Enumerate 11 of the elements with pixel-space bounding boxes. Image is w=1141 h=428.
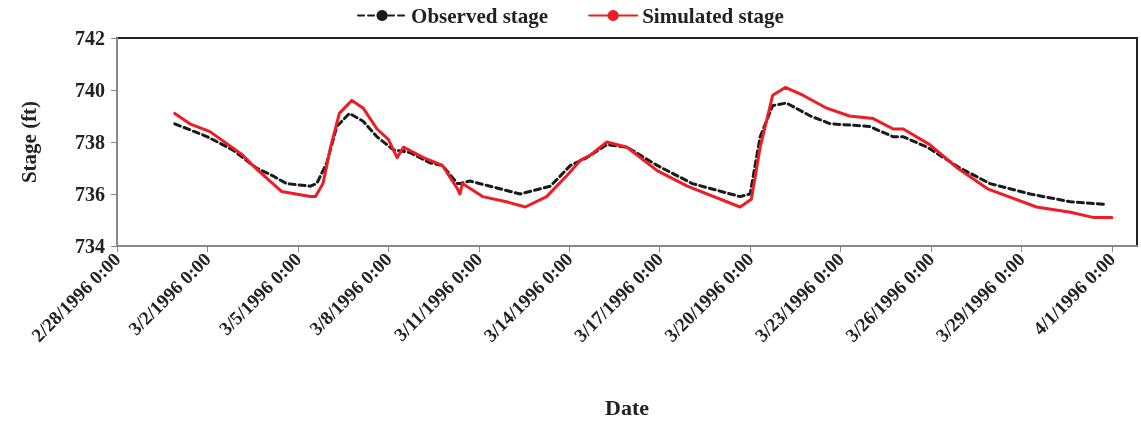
y-tick-label: 736 [75, 183, 105, 205]
y-tick-label: 738 [75, 131, 105, 153]
legend-label: Simulated stage [642, 3, 784, 28]
y-tick-label: 742 [75, 27, 105, 49]
x-axis-title: Date [605, 394, 650, 420]
y-axis-title: Stage (ft) [16, 100, 41, 184]
y-tick-label: 740 [75, 79, 105, 101]
legend-label: Observed stage [411, 3, 549, 28]
line-series [173, 101, 1106, 206]
line-series [173, 85, 1114, 219]
y-tick-label: 734 [75, 235, 105, 257]
